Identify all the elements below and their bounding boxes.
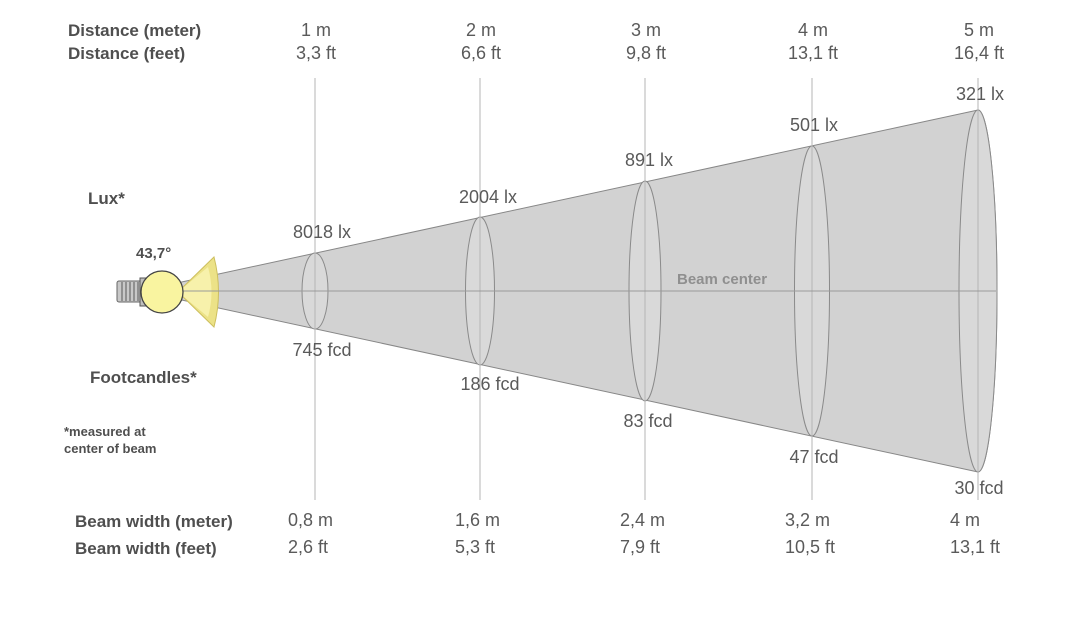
lux-value: 891 lx <box>624 150 674 170</box>
beam-angle-label: 43,7° <box>136 245 172 262</box>
lux-value: 321 lx <box>955 84 1005 104</box>
footcandles-value: 30 fcd <box>954 478 1004 498</box>
distance-ft-label: 3,3 ft <box>295 43 337 63</box>
beam-width-ft-value: 5,3 ft <box>455 537 496 557</box>
footcandles-value: 745 fcd <box>292 340 352 360</box>
footnote-line1: *measured at <box>64 424 146 439</box>
bulb-globe <box>140 270 184 314</box>
row-label-lux: Lux* <box>88 189 125 208</box>
row-label-beam-width-feet: Beam width (feet) <box>75 539 217 558</box>
footcandles-value: 83 fcd <box>623 411 673 431</box>
distance-ft-label: 16,4 ft <box>953 43 1005 63</box>
beam-width-m-value: 3,2 m <box>785 510 831 530</box>
row-label-distance-feet: Distance (feet) <box>68 44 186 63</box>
beam-width-m-value: 4 m <box>950 510 981 530</box>
distance-ft-label: 9,8 ft <box>625 43 667 63</box>
distance-m-label: 3 m <box>630 20 662 40</box>
distance-m-label: 4 m <box>797 20 829 40</box>
beam-width-m-value: 1,6 m <box>455 510 501 530</box>
lux-value: 2004 lx <box>458 187 518 207</box>
beam-width-ft-value: 13,1 ft <box>950 537 1001 557</box>
row-label-footcandles: Footcandles* <box>90 368 197 387</box>
lux-value: 8018 lx <box>292 222 352 242</box>
footcandles-value: 186 fcd <box>460 374 520 394</box>
row-label-distance-meter: Distance (meter) <box>68 21 202 40</box>
beam-width-ft-value: 7,9 ft <box>620 537 661 557</box>
distance-ft-label: 6,6 ft <box>460 43 502 63</box>
light-fan-inner-icon <box>178 267 212 317</box>
light-bulb-icon <box>116 270 184 314</box>
distance-m-label: 2 m <box>465 20 497 40</box>
beam-width-m-value: 0,8 m <box>288 510 334 530</box>
beam-center-label: Beam center <box>677 271 768 288</box>
footcandles-value: 47 fcd <box>789 447 839 467</box>
footnote-line2: center of beam <box>64 441 157 456</box>
beam-width-ft-value: 2,6 ft <box>288 537 329 557</box>
distance-m-label: 1 m <box>300 20 332 40</box>
row-label-beam-width-meter: Beam width (meter) <box>75 512 233 531</box>
distance-m-label: 5 m <box>963 20 995 40</box>
lux-value: 501 lx <box>789 115 839 135</box>
beam-width-ft-value: 10,5 ft <box>785 537 836 557</box>
beam-width-m-value: 2,4 m <box>620 510 666 530</box>
distance-ft-label: 13,1 ft <box>787 43 839 63</box>
